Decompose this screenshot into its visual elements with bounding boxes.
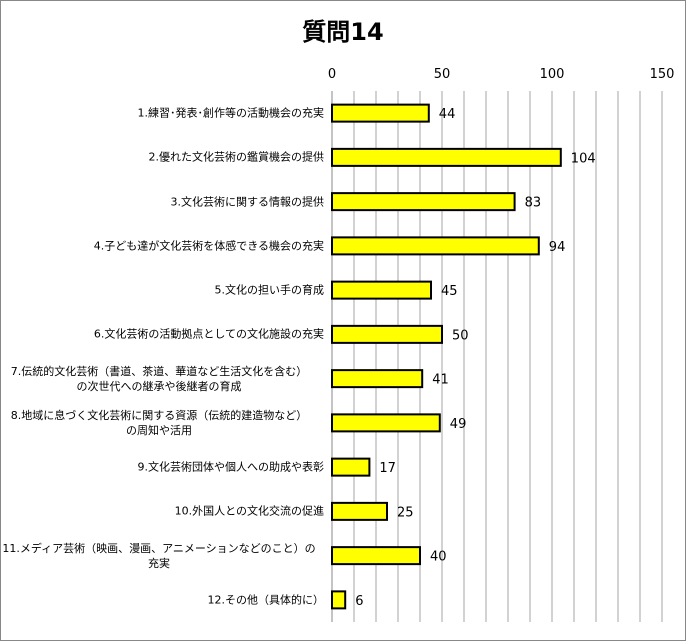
category-label: 1.練習･発表･創作等の活動機会の充実 [137, 106, 325, 120]
category-label: 4.子ども達が文化芸術を体感できる機会の充実 [93, 239, 324, 253]
category-label: 6.文化芸術の活動拠点としての文化施設の充実 [93, 327, 324, 341]
bar [331, 192, 516, 212]
tick-label: 100 [540, 67, 565, 82]
bar [331, 369, 424, 389]
data-label: 50 [452, 328, 469, 343]
bar [331, 280, 432, 300]
bar [331, 590, 347, 610]
bar [331, 501, 388, 521]
category-label: 8.地域に息づく文化芸術に関する資源（伝統的建造物など） の周知や活用 [10, 408, 308, 437]
tick-label: 150 [650, 67, 675, 82]
category-label: 2.優れた文化芸術の鑑賞機会の提供 [148, 150, 325, 164]
data-label: 104 [571, 151, 596, 166]
chart-title: 質問14 [302, 18, 384, 46]
bar [331, 546, 421, 566]
data-label: 83 [525, 196, 542, 211]
tick-label: 50 [434, 67, 451, 82]
data-label: 17 [379, 461, 396, 476]
data-label: 94 [549, 240, 566, 255]
category-label: 7.伝統的文化芸術（書道、茶道、華道など生活文化を含む） の次世代への継承や後継… [10, 364, 308, 393]
bar [331, 236, 540, 256]
data-label: 25 [397, 505, 414, 520]
category-label: 3.文化芸術に関する情報の提供 [170, 195, 325, 209]
bar [331, 457, 371, 477]
bar [331, 324, 443, 344]
category-label: 11.メディア芸術（映画、漫画、アニメーションなどのこと）の 充実 [2, 541, 316, 570]
data-label: 44 [439, 107, 456, 122]
bar [331, 103, 430, 123]
data-label: 40 [430, 550, 447, 565]
data-label: 41 [432, 373, 449, 388]
category-label: 5.文化の担い手の育成 [214, 283, 325, 297]
tick-label: 0 [328, 67, 336, 82]
category-label: 12.その他（具体的に） [207, 593, 325, 607]
data-label: 49 [450, 417, 467, 432]
category-label: 9.文化芸術団体や個人への助成や表彰 [137, 460, 325, 474]
data-label: 6 [355, 594, 363, 609]
bar [331, 147, 562, 167]
data-label: 45 [441, 284, 458, 299]
bar [331, 413, 441, 433]
category-label: 10.外国人との文化交流の促進 [174, 504, 324, 518]
